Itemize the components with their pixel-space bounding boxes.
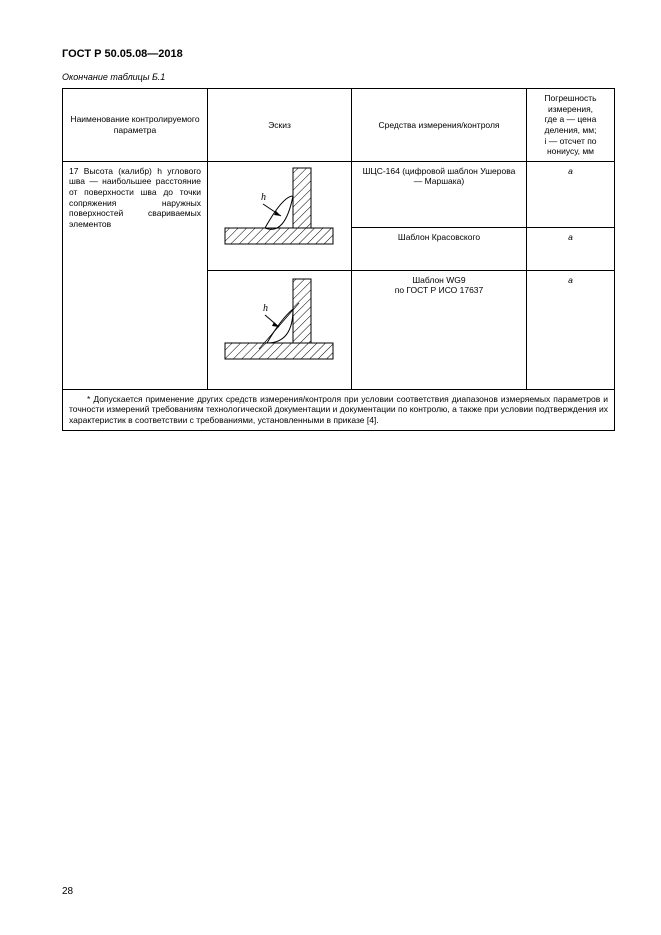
header-sketch: Эскиз <box>208 89 352 162</box>
header-param: Наименование контролируемого параметра <box>63 89 208 162</box>
table-footnote-row: * Допускается применение других средств … <box>63 389 615 430</box>
footnote-cell: * Допускается применение других средств … <box>63 389 615 430</box>
weld-sketch-icon: h <box>215 275 345 385</box>
document-code: ГОСТ Р 50.05.08—2018 <box>62 48 615 60</box>
means-3-line1: Шаблон WG9 <box>412 275 465 285</box>
table-header-row: Наименование контролируемого параметра Э… <box>63 89 615 162</box>
means-3-line2: по ГОСТ Р ИСО 17637 <box>395 285 484 295</box>
means-cell-1: ШЦС-164 (цифровой шаблон Ушерова — Марша… <box>352 161 527 227</box>
main-table: Наименование контролируемого параметра Э… <box>62 88 615 431</box>
svg-text:h: h <box>261 192 266 203</box>
error-cell-2: a <box>527 227 615 270</box>
sketch-cell-2: h <box>208 270 352 389</box>
means-cell-3: Шаблон WG9 по ГОСТ Р ИСО 17637 <box>352 270 527 389</box>
page-number: 28 <box>62 886 73 897</box>
svg-text:h: h <box>263 303 268 314</box>
error-cell-3: a <box>527 270 615 389</box>
means-cell-2: Шаблон Красовского <box>352 227 527 270</box>
weld-sketch-icon: h <box>215 166 345 266</box>
param-cell: 17 Высота (калибр) h углового шва — наиб… <box>63 161 208 389</box>
table-caption: Окончание таблицы Б.1 <box>62 72 615 82</box>
table-row: 17 Высота (калибр) h углового шва — наиб… <box>63 161 615 227</box>
header-means: Средства измерения/контроля <box>352 89 527 162</box>
sketch-cell-1: h <box>208 161 352 270</box>
footnote-text: * Допускается применение других средств … <box>69 394 608 425</box>
error-cell-1: a <box>527 161 615 227</box>
header-error: Погрешность измерения, где а — цена деле… <box>527 89 615 162</box>
